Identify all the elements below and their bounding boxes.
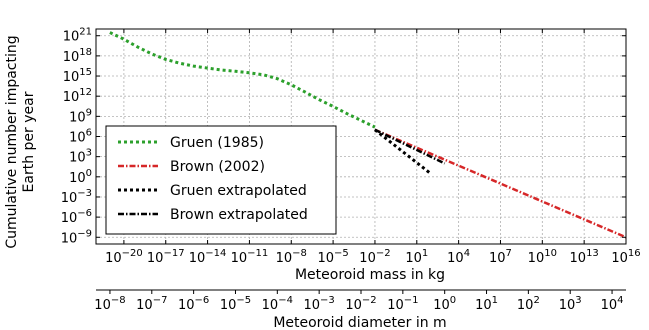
y-tick-label: 10−6	[61, 208, 92, 226]
secondary-tick-label: 101	[475, 295, 498, 313]
x-tick-label: 1010	[528, 248, 557, 266]
y-tick-label: 1018	[63, 47, 92, 65]
legend-label: Gruen extrapolated	[170, 183, 307, 199]
series-layer	[109, 31, 627, 239]
x-tick-label: 104	[447, 248, 470, 266]
series-line	[374, 128, 627, 239]
y-tick-label: 1012	[63, 87, 92, 105]
x-tick-label: 10−8	[276, 248, 307, 266]
x-tick-label: 1013	[570, 248, 599, 266]
legend-label: Gruen (1985)	[170, 135, 264, 151]
x-tick-label: 10−17	[147, 248, 185, 266]
secondary-tick-label: 10−7	[136, 295, 167, 313]
legend-label: Brown extrapolated	[170, 207, 308, 223]
x-tick-label: 10−5	[317, 248, 348, 266]
secondary-tick-label: 104	[601, 295, 624, 313]
secondary-tick-label: 10−6	[178, 295, 209, 313]
y-tick-label: 1015	[63, 67, 92, 85]
y-tick-label: 1021	[63, 27, 92, 45]
axis-ticks: 10−20 10−17 10−14 10−11 10−8 10−5 10−2 101 104 10…	[61, 27, 641, 266]
legend: Gruen (1985) Brown (2002) Gruen extrapolat…	[105, 125, 337, 235]
secondary-x-axis-title: Meteoroid diameter in m	[273, 315, 446, 330]
series-line	[109, 31, 376, 129]
secondary-tick-label: 10−2	[345, 295, 376, 313]
legend-box	[105, 125, 337, 235]
secondary-tick-label: 102	[517, 295, 540, 313]
secondary-tick-label: 100	[433, 295, 456, 313]
y-tick-label: 109	[69, 107, 92, 125]
series-line	[373, 128, 432, 175]
x-axis-title: Meteoroid mass in kg	[295, 267, 445, 283]
x-tick-label: 10−2	[359, 248, 390, 266]
y-tick-label: 103	[69, 148, 92, 166]
secondary-tick-label: 10−8	[94, 295, 125, 313]
x-tick-label: 107	[489, 248, 512, 266]
secondary-tick-label: 10−1	[387, 295, 418, 313]
x-tick-label: 10−20	[105, 248, 143, 266]
y-tick-label: 10−9	[61, 228, 92, 246]
y-tick-label: 10−3	[61, 188, 92, 206]
secondary-tick-label: 10−3	[304, 295, 335, 313]
x-tick-label: 10−11	[231, 248, 269, 266]
secondary-tick-label: 10−4	[262, 295, 293, 313]
secondary-x-axis: 10−8 10−7 10−6 10−5 10−4 10−3 10−2 10−1 100 101 10…	[94, 289, 626, 313]
secondary-tick-label: 103	[559, 295, 582, 313]
y-tick-label: 100	[69, 168, 92, 186]
legend-label: Brown (2002)	[170, 159, 265, 175]
y-tick-label: 106	[69, 128, 92, 146]
secondary-tick-label: 10−5	[220, 295, 251, 313]
x-tick-label: 1016	[611, 248, 640, 266]
series-line	[374, 128, 446, 165]
x-tick-label: 101	[405, 248, 428, 266]
y-axis-title-line-1: Cumulative number impacting	[4, 35, 20, 248]
y-axis-title-line-2: Earth per year	[21, 91, 37, 192]
x-tick-label: 10−14	[189, 248, 227, 266]
y-axis-title: Cumulative number impacting Earth per ye…	[4, 35, 37, 248]
